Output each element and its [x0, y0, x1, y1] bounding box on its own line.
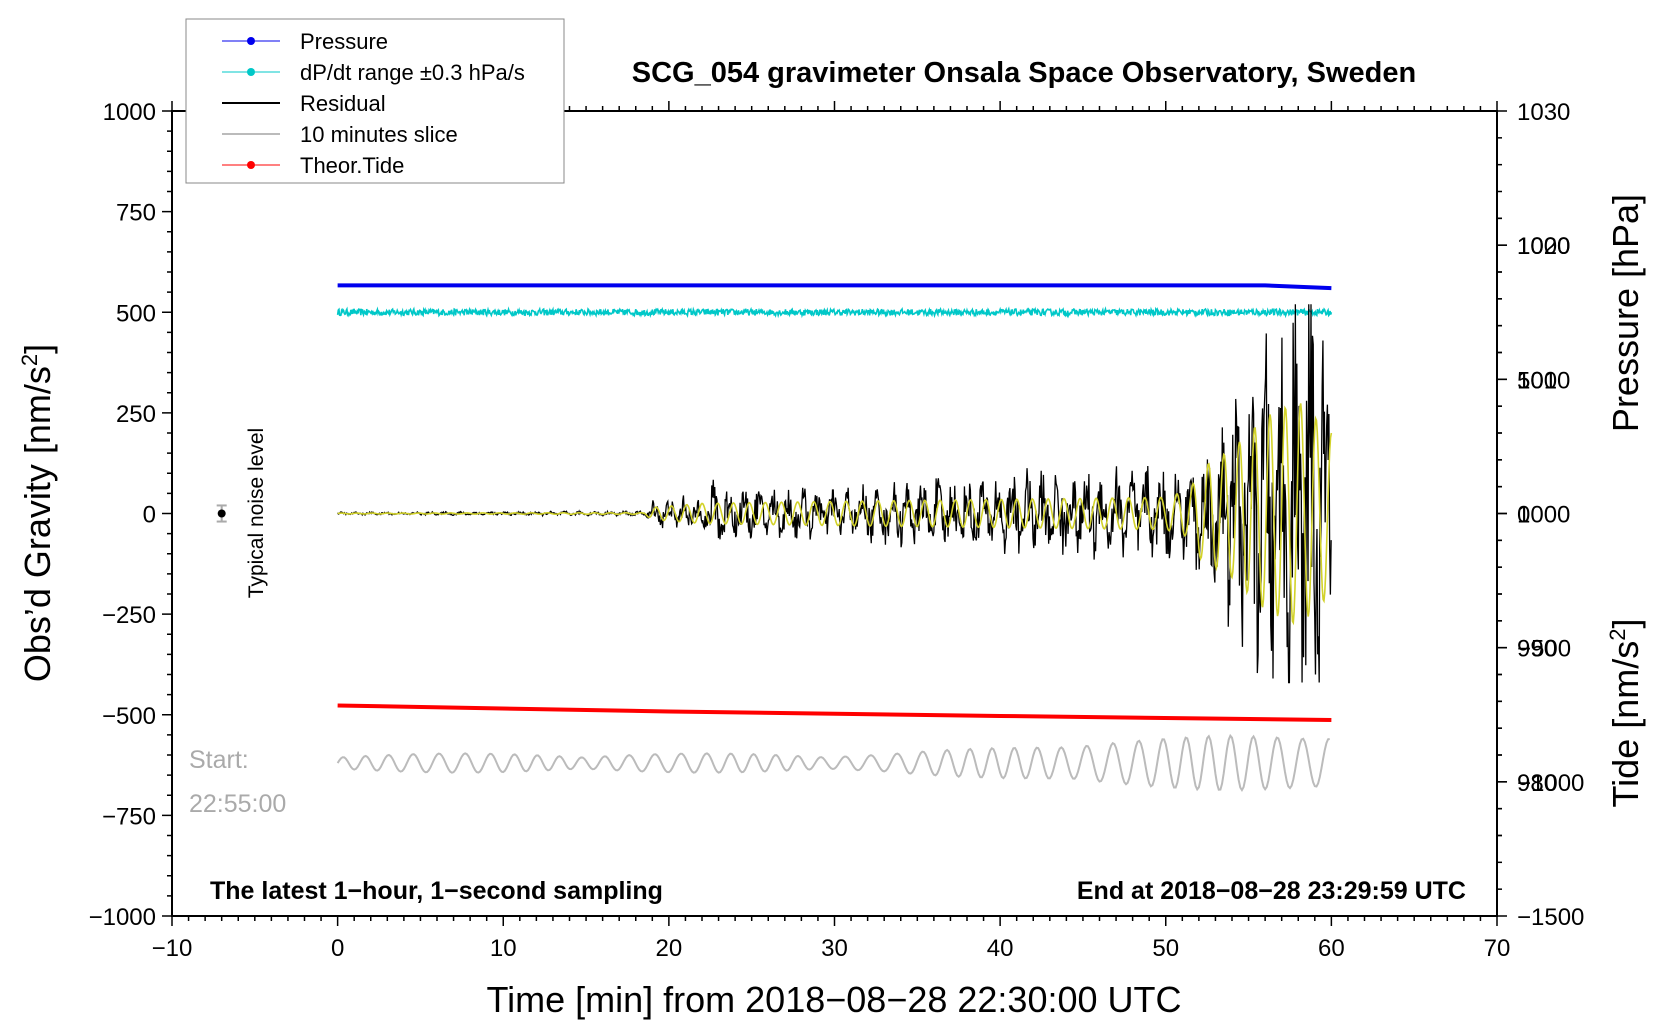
y-left-title-base: Obs’d Gravity [nm/s — [17, 366, 58, 682]
y-left-tick-label: 750 — [116, 200, 156, 227]
tide-tick-label: 1000 — [1517, 233, 1570, 260]
y-left-tick-label: 0 — [143, 502, 156, 529]
legend-label: Pressure — [300, 29, 388, 54]
y-left-tick-label: 500 — [116, 300, 156, 327]
x-tick-label: 40 — [987, 935, 1014, 962]
pressure-tick-label: 1010 — [1517, 367, 1570, 394]
annotation-end-time: End at 2018−08−28 23:29:59 UTC — [1077, 877, 1466, 905]
y-left-tick-label: −500 — [102, 703, 156, 730]
x-tick-label: −10 — [152, 935, 193, 962]
chart-title: SCG_054 gravimeter Onsala Space Observat… — [632, 57, 1416, 89]
tide-tick-label: 500 — [1517, 367, 1557, 394]
x-tick-label: 70 — [1484, 935, 1511, 962]
slice-start-time: 22:55:00 — [189, 790, 286, 818]
x-axis-title: Time [min] from 2018−08−28 22:30:00 UTC — [486, 979, 1181, 1020]
y-left-tick-label: −250 — [102, 602, 156, 629]
dpdt-series-line — [336, 306, 1333, 319]
y-left-tick-label: 250 — [116, 401, 156, 428]
pressure-series-line — [337, 283, 1332, 291]
pressure-tick-label: 1000 — [1517, 502, 1570, 529]
tide-tick-label: −1500 — [1517, 904, 1584, 931]
legend: Pressure dP/dt range ±0.3 hPa/s Residual 10… — [185, 18, 565, 184]
legend-box — [185, 18, 565, 184]
pressure-tick-label: 1030 — [1517, 99, 1570, 126]
slice-start-label: Start: — [189, 746, 249, 774]
x-tick-label: 50 — [1152, 935, 1179, 962]
tide-title-base: Tide [nm/s — [1605, 641, 1646, 808]
tide-title-end: ] — [1605, 619, 1646, 629]
y-axis-title-left: Obs’d Gravity [nm/s2] — [17, 344, 58, 682]
noise-marker — [217, 509, 226, 518]
legend-label: dP/dt range ±0.3 hPa/s — [300, 60, 525, 85]
legend-label: 10 minutes slice — [300, 122, 458, 147]
slice-series-line — [336, 733, 1330, 793]
y-left-tick-label: −1000 — [89, 904, 156, 931]
tide-tick-label: −500 — [1517, 636, 1571, 663]
pressure-tick-label: 990 — [1517, 636, 1557, 663]
x-tick-label: 0 — [331, 935, 344, 962]
y-left-tick-label: 1000 — [103, 99, 156, 126]
legend-marker — [247, 161, 255, 169]
tide-series-line — [337, 703, 1332, 722]
x-tick-label: 20 — [656, 935, 683, 962]
x-tick-label: 30 — [821, 935, 848, 962]
y-left-title-sup: 2 — [17, 354, 42, 366]
data-layer — [216, 283, 1333, 793]
legend-marker — [247, 37, 255, 45]
tick-layer: −10 0 10 20 30 40 50 60 70−1000−750−500−25002505… — [89, 99, 1585, 962]
residual-filtered-series-line — [337, 403, 1333, 626]
pressure-tick-label: 1020 — [1517, 233, 1570, 260]
tide-title-sup: 2 — [1605, 629, 1630, 641]
y-left-tick-label: −750 — [102, 803, 156, 830]
x-tick-label: 60 — [1318, 935, 1345, 962]
tide-tick-label: −1000 — [1517, 770, 1584, 797]
tide-tick-label: 0 — [1517, 502, 1530, 529]
pressure-tick-label: 980 — [1517, 770, 1557, 797]
y-left-title-end: ] — [17, 344, 58, 354]
annotation-sampling: The latest 1−hour, 1−second sampling — [210, 877, 663, 905]
legend-label: Residual — [300, 91, 386, 116]
y-axis-title-pressure: Pressure [hPa] — [1605, 194, 1646, 432]
legend-marker — [247, 68, 255, 76]
y-axis-title-tide: Tide [nm/s2] — [1605, 619, 1646, 808]
x-tick-label: 10 — [490, 935, 517, 962]
legend-label: Theor.Tide — [300, 153, 404, 178]
noise-level-label: Typical noise level — [245, 428, 268, 598]
